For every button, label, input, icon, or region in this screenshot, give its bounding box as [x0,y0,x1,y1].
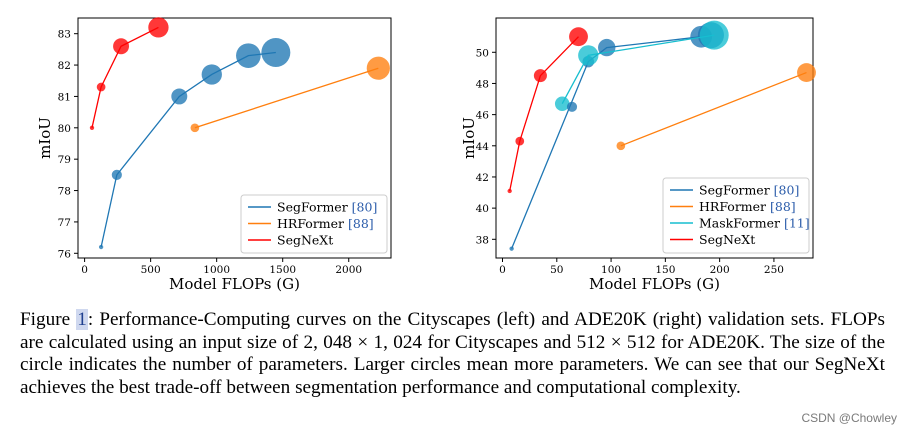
chart1-legend-box [240,194,388,254]
chart2-legend-segformer-label: SegFormer [80] [699,183,799,198]
chart1-segformer-point [236,43,261,68]
chart1-y-tick-label: 81 [58,91,71,103]
chart2-y-axis-label: mIoU [460,117,478,159]
chart1-x-tick-label: 1000 [203,264,230,276]
chart2-x-tick-label: 200 [710,264,730,276]
chart1-x-tick-label: 2000 [335,264,362,276]
caption-number[interactable]: 1 [76,309,88,330]
chart2-plot-frame [495,17,814,259]
chart1-legend-segnext-label: SegNeXt [277,233,333,248]
chart2-legend-segformer-name: SegFormer [699,183,770,198]
chart2-hrformer-point [797,63,816,82]
chart1-legend-segformer-label: SegFormer [80] [277,200,377,215]
caption-label: Figure [20,309,71,330]
caption-text-3: for ADE20K. The size of the circle indic… [20,331,885,398]
chart1-legend-hrformer-name: HRFormer [277,216,344,231]
chart2-extra-point [566,101,578,112]
chart2-legend-segformer-citation[interactable]: [80] [770,183,800,198]
chart2-legend-hrformer-name: HRFormer [699,199,766,214]
chart2-segnext-point [569,27,588,47]
chart1-y-axis-label: mIoU [36,117,54,159]
chart2-y-tick-label: 38 [476,234,489,246]
caption-text-1: : Performance-Computing curves on the Ci… [20,309,885,353]
chart2-hrformer-point [616,141,626,151]
chart1-segnext-point [113,38,130,55]
chart1-x-tick-label: 1500 [269,264,296,276]
chart1-legend-segformer-name: SegFormer [277,200,348,215]
chart1-segnext-line [91,26,159,128]
chart1-x-tick-label: 0 [81,264,88,276]
chart2-y-tick-label: 46 [476,110,490,122]
chart2-hrformer-line [620,71,807,147]
chart1-segformer-point [201,64,222,85]
chart1-y-tick-label: 76 [58,248,72,260]
chart2-y-tick-label: 50 [476,47,489,59]
chart1-legend-hrformer-label: HRFormer [88] [277,216,374,231]
chart1-x-axis-label: Model FLOPs (G) [169,275,300,293]
chart1-hrformer-point [366,56,390,80]
chart2-legend-hrformer-label: HRFormer [88] [699,199,796,214]
caption-size-1: 2, 048 × 1, 024 [303,331,423,353]
chart1-segformer-point [171,88,188,105]
chart2-legend-maskformer-label: MaskFormer [11] [699,216,810,231]
chart1-segnext-point [148,17,169,38]
chart2-x-tick-label: 50 [550,264,563,276]
chart2-segformer-point [509,246,514,251]
chart1-y-tick-label: 77 [58,217,71,229]
chart1-y-tick-label: 83 [58,29,71,41]
chart2-x-tick-label: 100 [601,264,621,276]
chart2-maskformer-point [554,96,570,111]
chart1-segformer-point [261,38,291,68]
chart1-plot-frame [77,17,392,259]
chart2-x-tick-label: 0 [499,264,506,276]
chart1-x-tick-label: 500 [141,264,161,276]
watermark: CSDN @Chowley [801,411,897,425]
chart2-x-axis-label: Model FLOPs (G) [589,275,720,293]
chart2-maskformer-point [699,20,729,50]
chart2-segnext-line [509,36,579,192]
chart2-segnext-point [507,188,512,194]
chart2-y-tick-label: 40 [476,203,489,215]
chart2-y-tick-label: 48 [476,78,489,90]
chart1-segnext-point [89,125,95,130]
chart2-x-tick-label: 250 [764,264,784,276]
chart1-segformer-point [111,169,122,180]
chart1-hrformer-point [190,123,200,133]
caption-size-2: 512 × 512 [576,331,656,353]
chart2-legend-maskformer-citation[interactable]: [11] [780,216,810,231]
chart2-y-tick-label: 42 [476,172,489,184]
chart2-legend-segnext-label: SegNeXt [699,232,755,247]
chart2-legend-hrformer-citation[interactable]: [88] [766,199,796,214]
chart2-legend-box [662,177,810,254]
chart2-group: 0 50 100 150 200 250 38 40 42 44 46 48 50 Model FLOPs… [460,17,816,293]
chart1-legend-segnext-name: SegNeXt [277,233,333,248]
chart1-y-tick-label: 78 [58,186,71,198]
chart2-x-tick-label: 150 [655,264,675,276]
chart1-segformer-point [98,244,104,250]
chart1-y-tick-label: 80 [58,123,71,135]
chart2-legend-segnext-name: SegNeXt [699,232,755,247]
chart2-legend-maskformer-name: MaskFormer [699,216,780,231]
figure-caption: Figure 1: Performance-Computing curves o… [20,309,885,399]
chart2-segnext-point [533,69,547,83]
caption-text-2: for Cityscapes and [422,331,577,353]
chart1-y-tick-label: 82 [58,60,71,72]
chart1-group: 0 500 1000 1500 2000 76 77 78 79 80 81 82 83 Model FL… [36,17,392,293]
chart1-legend-hrformer-citation[interactable]: [88] [344,216,374,231]
chart2-segnext-point [515,136,525,146]
chart2-y-tick-label: 44 [476,141,490,153]
chart2-maskformer-point [578,45,599,66]
chart1-segnext-point [96,82,106,92]
chart1-legend-segformer-citation[interactable]: [80] [348,200,378,215]
chart1-hrformer-line [194,67,379,129]
chart1-y-tick-label: 79 [58,154,71,166]
